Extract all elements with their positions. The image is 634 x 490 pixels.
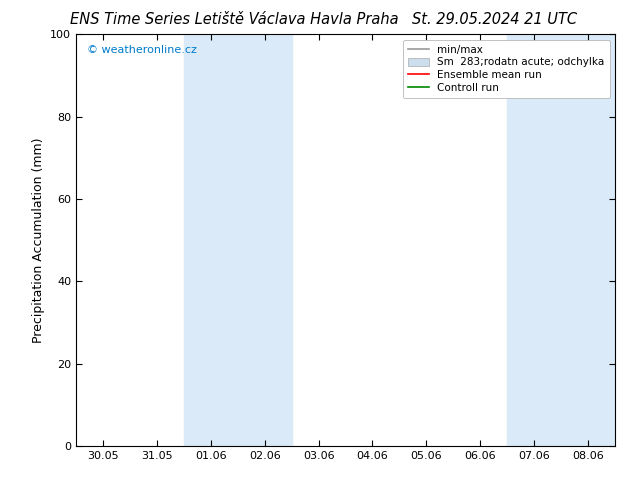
Y-axis label: Precipitation Accumulation (mm): Precipitation Accumulation (mm) — [32, 137, 44, 343]
Text: © weatheronline.cz: © weatheronline.cz — [87, 45, 197, 54]
Bar — [184, 34, 292, 446]
Text: ENS Time Series Letiště Václava Havla Praha: ENS Time Series Letiště Václava Havla Pr… — [70, 12, 399, 27]
Legend: min/max, Sm  283;rodatn acute; odchylka, Ensemble mean run, Controll run: min/max, Sm 283;rodatn acute; odchylka, … — [403, 40, 610, 98]
Text: St. 29.05.2024 21 UTC: St. 29.05.2024 21 UTC — [412, 12, 577, 27]
Bar — [507, 34, 615, 446]
